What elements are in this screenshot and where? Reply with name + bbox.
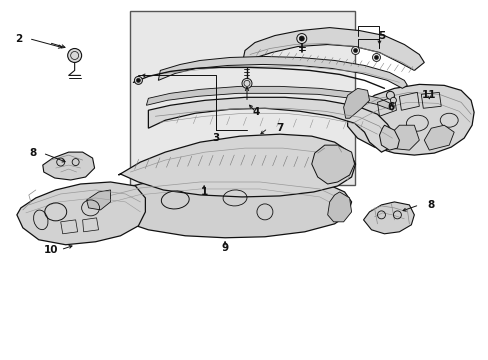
Polygon shape	[148, 97, 394, 152]
Circle shape	[136, 78, 140, 82]
Circle shape	[242, 78, 251, 88]
Text: 6: 6	[387, 102, 394, 112]
Circle shape	[374, 55, 378, 59]
Polygon shape	[311, 145, 354, 184]
Text: 2: 2	[15, 33, 22, 44]
Circle shape	[386, 91, 394, 99]
Circle shape	[351, 46, 359, 54]
Polygon shape	[388, 125, 419, 150]
Circle shape	[134, 76, 142, 84]
Polygon shape	[347, 84, 473, 155]
Polygon shape	[379, 125, 399, 150]
Text: 11: 11	[421, 90, 436, 100]
FancyBboxPatch shape	[130, 11, 354, 185]
Circle shape	[296, 33, 306, 44]
Text: 5: 5	[377, 31, 385, 41]
Circle shape	[389, 97, 396, 103]
Polygon shape	[83, 175, 351, 238]
Polygon shape	[327, 192, 351, 222]
Polygon shape	[424, 125, 453, 150]
Polygon shape	[146, 86, 394, 110]
Text: 8: 8	[29, 148, 37, 158]
Polygon shape	[242, 28, 424, 71]
Circle shape	[299, 36, 304, 41]
Text: 10: 10	[43, 245, 58, 255]
Circle shape	[353, 49, 357, 53]
Text: 8: 8	[427, 200, 434, 210]
Text: 9: 9	[221, 243, 228, 253]
Polygon shape	[363, 202, 413, 234]
Polygon shape	[158, 57, 407, 88]
Polygon shape	[17, 182, 145, 245]
Text: 4: 4	[252, 107, 259, 117]
Circle shape	[372, 54, 380, 62]
Circle shape	[67, 49, 81, 62]
Polygon shape	[86, 190, 110, 210]
Polygon shape	[42, 152, 94, 180]
Text: 1: 1	[200, 187, 207, 197]
Text: 7: 7	[276, 123, 283, 133]
Polygon shape	[343, 88, 369, 118]
Text: 3: 3	[212, 133, 219, 143]
Polygon shape	[118, 134, 355, 197]
